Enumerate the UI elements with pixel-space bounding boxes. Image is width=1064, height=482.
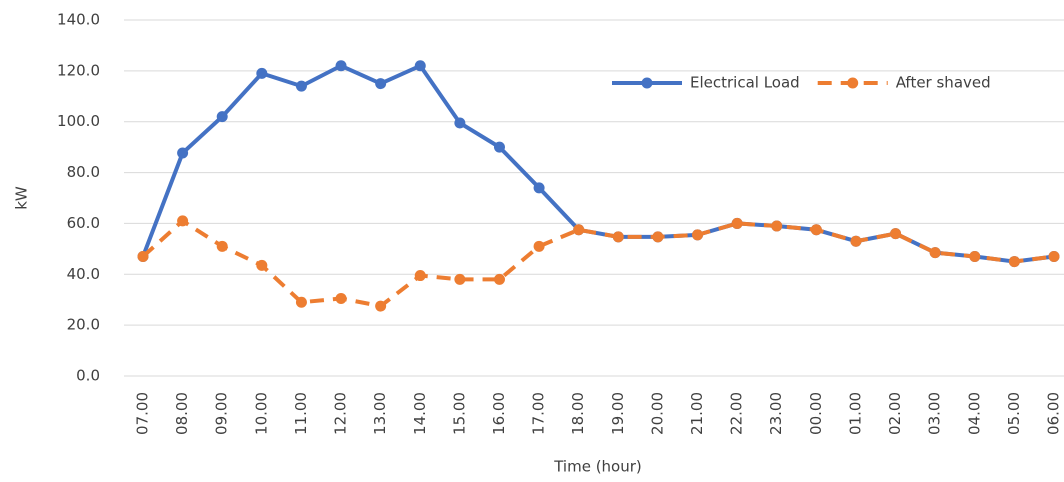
x-tick-label: 23.00 [767,392,785,435]
legend-label: Electrical Load [690,74,800,92]
data-point [573,224,585,236]
x-tick-label: 00.00 [807,392,825,435]
y-axis-label: kW [13,186,31,210]
data-point [493,141,505,153]
data-point [295,296,307,308]
x-tick-label: 08.00 [173,392,191,435]
legend-marker [847,77,859,89]
x-tick-label: 16.00 [490,392,508,435]
x-tick-label: 12.00 [332,392,350,435]
data-point [375,300,387,312]
x-tick-label: 02.00 [886,392,904,435]
x-tick-label: 06.00 [1045,392,1063,435]
x-tick-label: 05.00 [1005,392,1023,435]
data-point [731,217,743,229]
data-point [1008,256,1020,268]
x-tick-label: 10.00 [252,392,270,435]
x-tick-label: 09.00 [213,392,231,435]
x-tick-label: 04.00 [965,392,983,435]
series-line [141,63,1055,264]
data-point [414,60,426,72]
data-point [137,250,149,262]
x-tick-label: 13.00 [371,392,389,435]
data-point [177,147,189,159]
data-point [692,229,704,241]
data-point [335,292,347,304]
y-tick-label: 60.0 [67,214,100,232]
x-tick-label: 14.00 [411,392,429,435]
data-point [612,231,624,243]
data-point [652,231,664,243]
data-point [533,182,545,194]
x-tick-label: 01.00 [846,392,864,435]
x-tick-label: 18.00 [569,392,587,435]
data-point [771,220,783,232]
x-tick-label: 19.00 [609,392,627,435]
data-point [295,80,307,92]
x-tick-label: 17.00 [530,392,548,435]
y-tick-label: 20.0 [67,316,100,334]
data-point [969,250,981,262]
data-point [335,60,347,72]
data-point [454,117,466,129]
x-tick-label: 22.00 [728,392,746,435]
data-point [929,247,941,259]
data-point [216,240,228,252]
y-tick-label: 0.0 [76,367,100,385]
x-tick-label: 11.00 [292,392,310,435]
y-tick-label: 40.0 [67,265,100,283]
data-point [890,228,902,240]
data-point [533,240,545,252]
data-point [1048,250,1060,262]
data-point [256,67,268,79]
y-tick-label: 100.0 [57,112,100,130]
data-point [216,111,228,123]
x-tick-label: 21.00 [688,392,706,435]
y-tick-label: 80.0 [67,163,100,181]
data-point [454,273,466,285]
data-point [810,224,822,236]
x-tick-label: 07.00 [134,392,152,435]
data-point [493,273,505,285]
x-tick-label: 15.00 [450,392,468,435]
data-point [256,259,268,271]
y-tick-label: 140.0 [57,11,100,29]
legend-marker [641,77,653,89]
legend-label: After shaved [896,74,991,92]
x-tick-label: 20.00 [648,392,666,435]
x-axis-label: Time (hour) [553,458,642,476]
data-point [414,270,426,282]
data-point [177,215,189,227]
y-tick-label: 120.0 [57,61,100,79]
x-tick-label: 03.00 [926,392,944,435]
data-point [850,235,862,247]
series-line [141,218,1055,309]
data-point [375,78,387,90]
